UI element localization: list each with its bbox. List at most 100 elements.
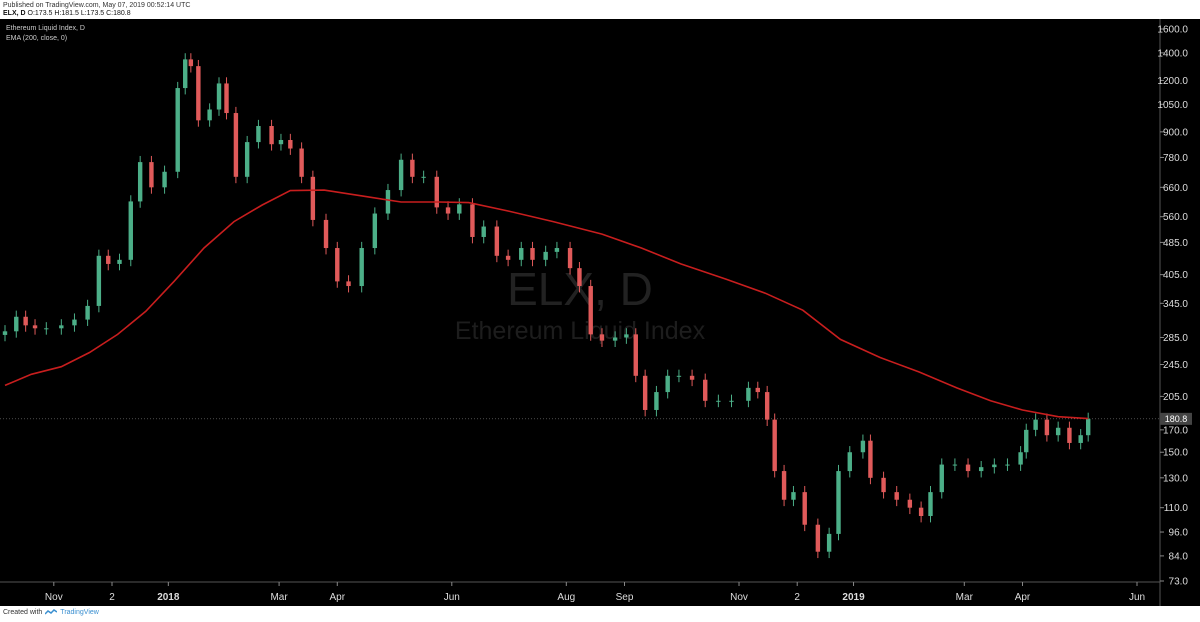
- price-tick-label: 96.0: [1169, 528, 1189, 539]
- tradingview-brand[interactable]: TradingView: [60, 609, 99, 616]
- candle-body: [85, 305, 90, 320]
- candle-body: [965, 464, 971, 472]
- published-note: Published on TradingView.com, May 07, 20…: [3, 2, 191, 9]
- candle-body: [188, 59, 194, 67]
- candle-body: [928, 492, 933, 517]
- candle-body: [802, 492, 807, 525]
- candle-body: [764, 392, 770, 420]
- price-tick-label: 345.0: [1163, 299, 1188, 310]
- candle-body: [494, 226, 500, 256]
- ohlc-readout: ELX, D O:173.5 H:181.5 L:173.5 C:180.8: [3, 10, 131, 17]
- ohlc-values: O:173.5 H:181.5 L:173.5 C:180.8: [27, 10, 131, 17]
- candle-body: [826, 533, 832, 552]
- candle-body: [128, 201, 133, 260]
- candle-body: [278, 140, 284, 145]
- time-tick-label: Nov: [730, 592, 748, 603]
- price-series: [2, 53, 1091, 559]
- candle-body: [96, 255, 102, 306]
- candle-body: [162, 171, 167, 188]
- time-tick-label: Sep: [616, 592, 634, 603]
- price-tick-label: 205.0: [1163, 392, 1188, 403]
- price-tick-label: 1050.0: [1157, 100, 1188, 111]
- candle-body: [106, 255, 111, 264]
- time-axis[interactable]: Nov 2 2018 Mar Apr Jun Aug Sep Nov 2 2019 Mar Apr Jun: [45, 582, 1145, 603]
- candle-body: [183, 59, 188, 89]
- candle-body: [2, 331, 8, 335]
- candle-body: [421, 176, 426, 178]
- time-tick-label: Nov: [45, 592, 63, 603]
- price-tick-label: 485.0: [1163, 238, 1188, 249]
- price-tick-label: 560.0: [1163, 212, 1188, 223]
- candle-body: [907, 499, 913, 508]
- time-tick-label: Apr: [1015, 592, 1031, 603]
- candle-body: [519, 248, 524, 260]
- candle-body: [372, 213, 378, 249]
- candle-body: [665, 375, 670, 393]
- candle-body: [44, 328, 49, 330]
- candle-body: [860, 440, 866, 453]
- candle-body: [1033, 419, 1038, 430]
- candle-body: [288, 140, 293, 149]
- candle-body: [224, 83, 229, 114]
- chart-footer: Created with TradingView: [0, 606, 1200, 622]
- candle-body: [868, 440, 873, 478]
- candle-body: [1078, 435, 1083, 443]
- candle-body: [791, 492, 796, 500]
- candle-body: [952, 464, 958, 466]
- candle-body: [117, 259, 122, 264]
- time-tick-label: 2018: [157, 592, 180, 603]
- candle-body: [1085, 418, 1091, 436]
- candle-body: [599, 334, 605, 341]
- candle-body: [847, 452, 852, 472]
- candle-body: [746, 387, 751, 401]
- price-chart[interactable]: ELX, D Ethereum Liquid Index Ethereum Li…: [0, 19, 1200, 606]
- candle-body: [1018, 452, 1023, 465]
- candle-body: [894, 492, 899, 500]
- candle-body: [244, 142, 250, 177]
- candle-body: [633, 334, 638, 376]
- candle-body: [588, 286, 593, 335]
- price-axis[interactable]: 1600.0 1400.0 1200.0 1050.0 900.0 780.0 660.0 5…: [1157, 25, 1188, 588]
- candle-body: [530, 248, 535, 260]
- candle-body: [676, 375, 682, 377]
- candle-body: [233, 113, 239, 177]
- created-with: Created with TradingView: [3, 609, 99, 616]
- candle-body: [385, 190, 391, 214]
- candle-body: [72, 319, 77, 326]
- candle-body: [445, 207, 451, 214]
- candle-body: [256, 126, 261, 143]
- chart-header: Published on TradingView.com, May 07, 20…: [0, 0, 1200, 19]
- candle-body: [59, 325, 64, 329]
- price-tick-label: 1200.0: [1157, 76, 1188, 87]
- candle-body: [703, 379, 708, 401]
- price-tick-label: 170.0: [1163, 425, 1188, 436]
- price-tick-label: 150.0: [1163, 448, 1188, 459]
- candle-body: [918, 507, 924, 517]
- price-tick-label: 780.0: [1163, 153, 1188, 164]
- candle-body: [216, 83, 222, 110]
- time-tick-label: 2: [794, 592, 800, 603]
- candle-body: [1044, 419, 1050, 436]
- price-tick-label: 245.0: [1163, 360, 1188, 371]
- candle-body: [654, 392, 659, 410]
- candle-body: [505, 255, 511, 260]
- candle-body: [1005, 464, 1010, 466]
- candle-body: [434, 176, 439, 208]
- candle-body: [554, 248, 560, 252]
- legend-indicator: EMA (200, close, 0): [6, 35, 67, 42]
- time-tick-label: Aug: [557, 592, 575, 603]
- time-tick-label: Jun: [1129, 592, 1145, 603]
- candle-body: [14, 316, 19, 332]
- candle-body: [755, 387, 760, 393]
- time-tick-label: Apr: [329, 592, 345, 603]
- candle-body: [346, 281, 351, 287]
- candle-body: [23, 316, 28, 326]
- candle-body: [299, 148, 304, 177]
- candle-body: [939, 464, 944, 493]
- price-tick-label: 110.0: [1164, 503, 1189, 514]
- candle-body: [323, 219, 329, 249]
- price-tick-label: 1400.0: [1157, 48, 1188, 59]
- candle-body: [470, 204, 475, 237]
- last-price-tag: 180.8: [1160, 412, 1192, 425]
- chart-area[interactable]: ELX, D Ethereum Liquid Index Ethereum Li…: [0, 19, 1200, 606]
